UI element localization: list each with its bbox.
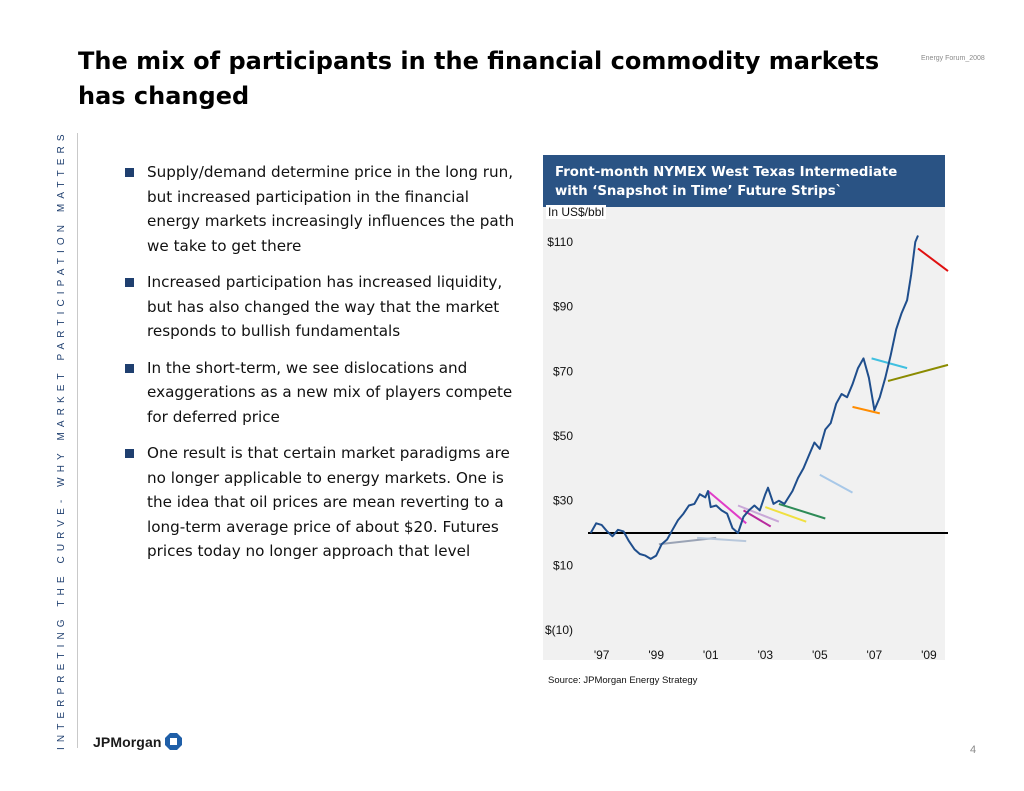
- chart-panel: [543, 207, 945, 660]
- y-tick-label: $30: [553, 494, 573, 508]
- y-tick-label: $90: [553, 300, 573, 314]
- page-number: 4: [970, 744, 977, 756]
- x-tick-label: '01: [703, 648, 719, 662]
- future-strip-line: [887, 363, 949, 382]
- slide-title: The mix of participants in the financial…: [78, 47, 880, 110]
- wti-price-line: [589, 235, 919, 560]
- future-strip-line: [778, 502, 826, 520]
- bullet-item: Supply/demand determine price in the lon…: [124, 160, 524, 258]
- x-tick-label: '05: [812, 648, 828, 662]
- bullet-item: Increased participation has increased li…: [124, 270, 524, 344]
- x-tick-label: '03: [757, 648, 773, 662]
- y-tick-label: $10: [553, 558, 573, 572]
- y-tick-label: $110: [547, 235, 573, 249]
- forum-tag: Energy Forum_2008: [921, 55, 985, 62]
- side-divider: [77, 133, 78, 748]
- x-tick-label: '07: [867, 648, 883, 662]
- bullet-square-icon: [125, 363, 134, 373]
- x-tick-label: '97: [594, 648, 610, 662]
- bullet-square-icon: [125, 278, 134, 287]
- chart-source: Source: JPMorgan Energy Strategy: [548, 675, 698, 686]
- future-strip-line: [917, 247, 949, 272]
- future-strip-line: [707, 490, 747, 525]
- future-strip-line: [852, 405, 881, 415]
- bullet-square-icon: [125, 449, 134, 458]
- x-tick-label: '99: [648, 648, 664, 662]
- bullet-list: Supply/demand determine price in the lon…: [124, 160, 524, 576]
- future-strip-line: [737, 504, 780, 523]
- octagon-logo-icon: [165, 733, 183, 750]
- bullet-text: In the short-term, we see dislocations a…: [147, 358, 513, 426]
- chart-header: Front-month NYMEX West Texas Intermediat…: [543, 155, 945, 207]
- y-tick-label: $50: [553, 429, 573, 443]
- bullet-item: One result is that certain market paradi…: [124, 441, 524, 564]
- future-strip-line: [764, 506, 807, 523]
- y-tick-label: $70: [553, 364, 573, 378]
- logo-text: JPMorgan: [93, 733, 162, 750]
- bullet-text: One result is that certain market paradi…: [147, 444, 510, 560]
- bullet-item: In the short-term, we see dislocations a…: [124, 356, 524, 430]
- y-tick-label: $(10): [545, 623, 573, 637]
- jpmorgan-logo: JPMorgan: [93, 733, 183, 750]
- future-strip-line: [697, 536, 747, 543]
- future-strip-line: [742, 509, 772, 528]
- future-strip-line: [819, 473, 853, 494]
- bullet-square-icon: [125, 168, 134, 177]
- chart-unit-label: In US$/bbl: [546, 205, 607, 219]
- bullet-text: Supply/demand determine price in the lon…: [147, 163, 515, 255]
- x-tick-label: '09: [921, 648, 937, 662]
- bullet-text: Increased participation has increased li…: [147, 273, 503, 340]
